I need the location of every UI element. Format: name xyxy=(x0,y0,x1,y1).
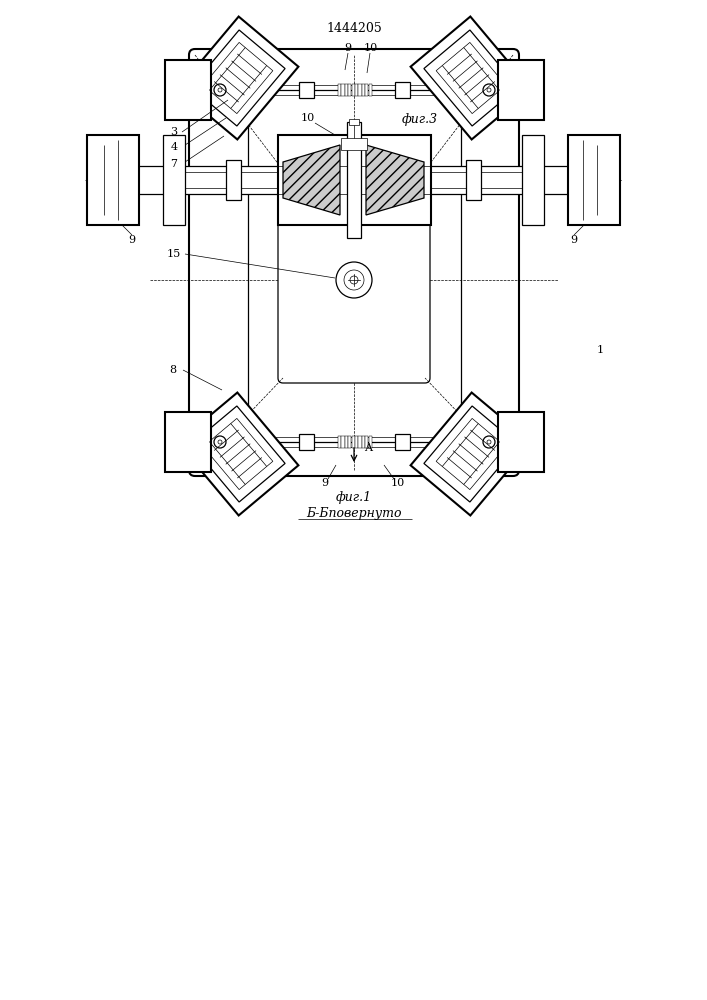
Bar xyxy=(362,84,365,96)
Text: 9: 9 xyxy=(129,235,136,245)
Bar xyxy=(466,160,481,200)
Bar xyxy=(299,82,314,98)
Polygon shape xyxy=(177,17,298,139)
Text: 1: 1 xyxy=(597,345,604,355)
Text: 7: 7 xyxy=(170,159,177,169)
Polygon shape xyxy=(436,418,506,490)
Bar xyxy=(299,434,314,450)
Bar xyxy=(395,82,410,98)
Text: 4: 4 xyxy=(170,142,177,152)
Text: 9: 9 xyxy=(571,235,578,245)
Text: 9: 9 xyxy=(344,43,351,53)
Polygon shape xyxy=(203,42,273,114)
Text: Б-Бповернуто: Б-Бповернуто xyxy=(306,508,402,520)
Polygon shape xyxy=(191,406,285,502)
Bar xyxy=(347,122,361,238)
Text: 15: 15 xyxy=(167,249,181,259)
Bar xyxy=(395,434,410,450)
Circle shape xyxy=(214,436,226,448)
Bar xyxy=(349,436,351,448)
Bar xyxy=(163,135,185,225)
Polygon shape xyxy=(424,30,518,126)
Circle shape xyxy=(487,88,491,92)
FancyBboxPatch shape xyxy=(278,165,430,383)
Circle shape xyxy=(483,84,495,96)
Bar xyxy=(568,135,620,225)
Bar xyxy=(349,84,351,96)
Text: 9: 9 xyxy=(322,478,329,488)
Bar xyxy=(226,160,241,200)
Bar xyxy=(522,135,544,225)
Circle shape xyxy=(344,270,364,290)
Text: 10: 10 xyxy=(301,113,315,123)
Bar xyxy=(351,436,355,448)
Circle shape xyxy=(218,440,222,444)
Polygon shape xyxy=(191,30,285,126)
Bar xyxy=(345,436,348,448)
Bar xyxy=(368,436,372,448)
Text: фиг.1: фиг.1 xyxy=(336,491,372,504)
Bar xyxy=(366,436,368,448)
Bar xyxy=(355,436,358,448)
Text: 10: 10 xyxy=(391,478,405,488)
Circle shape xyxy=(214,84,226,96)
Bar xyxy=(349,119,359,125)
Bar xyxy=(341,138,367,150)
Circle shape xyxy=(336,262,372,298)
Polygon shape xyxy=(283,145,340,215)
Text: фиг.3: фиг.3 xyxy=(402,113,438,126)
Bar xyxy=(165,412,211,472)
Polygon shape xyxy=(203,418,273,490)
Polygon shape xyxy=(411,17,532,139)
Bar xyxy=(358,84,361,96)
Text: 10: 10 xyxy=(364,43,378,53)
FancyBboxPatch shape xyxy=(189,49,519,476)
Bar xyxy=(338,436,341,448)
Polygon shape xyxy=(436,42,506,114)
Bar xyxy=(137,166,570,194)
Circle shape xyxy=(350,276,358,284)
Bar xyxy=(358,436,361,448)
Text: 1444205: 1444205 xyxy=(326,21,382,34)
Bar xyxy=(341,436,344,448)
Bar xyxy=(366,84,368,96)
Polygon shape xyxy=(411,393,532,515)
Bar xyxy=(338,84,341,96)
Polygon shape xyxy=(177,393,298,515)
Bar xyxy=(341,84,344,96)
Circle shape xyxy=(487,440,491,444)
Text: 8: 8 xyxy=(170,365,177,375)
Polygon shape xyxy=(366,145,424,215)
Text: 3: 3 xyxy=(170,127,177,137)
Bar xyxy=(165,60,211,120)
Bar xyxy=(368,84,372,96)
Bar xyxy=(498,60,544,120)
Bar xyxy=(355,84,358,96)
Bar xyxy=(345,84,348,96)
Bar xyxy=(351,84,355,96)
Bar xyxy=(87,135,139,225)
Polygon shape xyxy=(424,406,518,502)
Text: A: A xyxy=(364,443,372,453)
Circle shape xyxy=(218,88,222,92)
Circle shape xyxy=(483,436,495,448)
Bar xyxy=(498,412,544,472)
Bar xyxy=(362,436,365,448)
Bar xyxy=(278,135,431,225)
